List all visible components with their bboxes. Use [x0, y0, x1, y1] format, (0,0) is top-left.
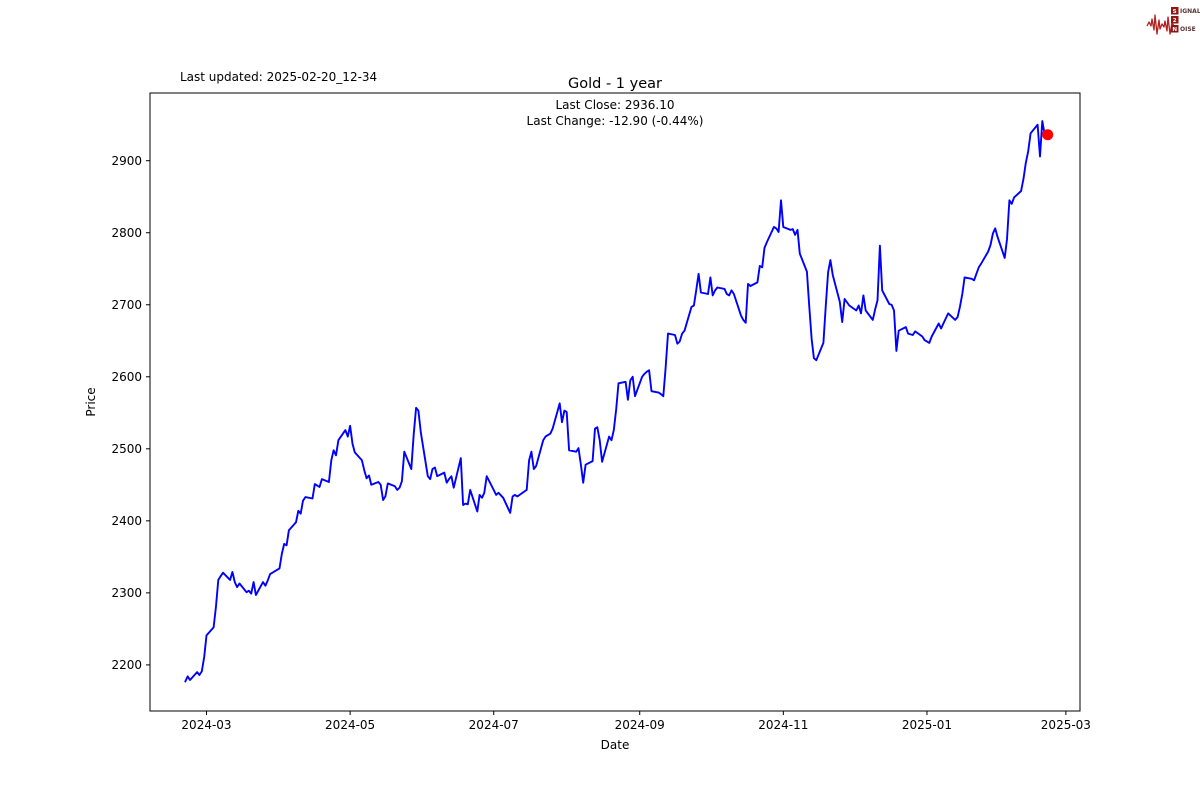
- y-tick-label: 2600: [111, 370, 142, 384]
- y-tick-label: 2500: [111, 442, 142, 456]
- last-updated-text: Last updated: 2025-02-20_12-34: [180, 70, 377, 84]
- y-tick-label: 2400: [111, 514, 142, 528]
- x-tick-label: 2024-09: [615, 718, 665, 732]
- y-tick-label: 2300: [111, 586, 142, 600]
- logo-2-box: [1171, 16, 1179, 24]
- logo-waveform-icon: [1146, 14, 1175, 35]
- y-tick-label: 2700: [111, 298, 142, 312]
- logo-s-letter: S: [1173, 9, 1177, 15]
- price-line-series: [184, 120, 1046, 683]
- x-tick-label: 2024-05: [325, 718, 375, 732]
- last-close-marker: [1042, 129, 1054, 141]
- y-tick-label: 2900: [111, 154, 142, 168]
- last-change-text: Last Change: -12.90 (-0.44%): [527, 114, 704, 128]
- signal2noise-logo: S IGNAL 2 N OISE: [1146, 7, 1200, 35]
- x-tick-label: 2024-11: [758, 718, 808, 732]
- x-tick-label: 2024-07: [469, 718, 519, 732]
- x-tick-label: 2025-03: [1041, 718, 1091, 732]
- logo-n-box: [1171, 25, 1179, 33]
- logo-noise-text: OISE: [1180, 26, 1196, 33]
- y-tick-label: 2200: [111, 658, 142, 672]
- y-tick-label: 2800: [111, 226, 142, 240]
- y-axis-label: Price: [84, 387, 98, 416]
- x-tick-label: 2024-03: [181, 718, 231, 732]
- logo-2-letter: 2: [1173, 18, 1177, 24]
- logo-s-box: [1171, 7, 1179, 15]
- x-axis-label: Date: [601, 738, 630, 752]
- last-close-text: Last Close: 2936.10: [556, 98, 675, 112]
- x-tick-label: 2025-01: [902, 718, 952, 732]
- chart-title: Gold - 1 year: [568, 76, 662, 92]
- logo-signal-text: IGNAL: [1180, 8, 1200, 15]
- plot-area: [149, 92, 1081, 712]
- logo-n-letter: N: [1172, 27, 1177, 33]
- axis-ticks: 2024-03 2024-05 2024-07 2024-09 2024-11 2025-…: [111, 154, 1090, 732]
